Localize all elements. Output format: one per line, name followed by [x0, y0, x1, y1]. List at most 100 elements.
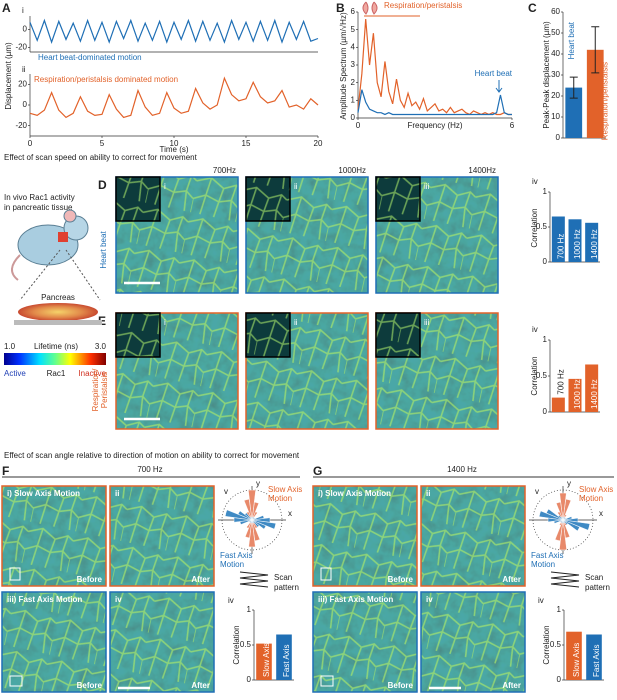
bar-label: 1400 Hz	[590, 379, 599, 409]
y-tick-label: 0.5	[536, 222, 548, 231]
y-tick-label: 1	[247, 605, 252, 614]
micrograph-cells	[313, 486, 417, 586]
image-caption: Before	[388, 681, 414, 690]
rose-petal	[554, 519, 564, 542]
y-tick-label: 0	[351, 113, 356, 122]
panel-letter: B	[336, 1, 345, 15]
inset-frame	[115, 176, 161, 222]
panel-numeral: ii	[22, 65, 26, 74]
y-axis-label: Correlation	[530, 208, 539, 247]
bar-label: 1000 Hz	[573, 379, 582, 409]
y-tick-label: 20	[18, 79, 27, 88]
x-tick-label: 0	[28, 139, 33, 148]
panel-letter: F	[2, 464, 9, 478]
scan-icon	[550, 571, 580, 588]
annotation: Heart beat-dominated motion	[38, 53, 142, 62]
y-tick-label: 1	[351, 95, 356, 104]
micrograph-frame	[312, 485, 418, 587]
bar	[568, 219, 582, 262]
rose-petal	[248, 519, 256, 548]
image-title: iv	[426, 595, 433, 604]
y-tick-label: 0	[247, 675, 252, 684]
rose-petal	[562, 517, 579, 523]
y-tick-label: 0.5	[550, 640, 562, 649]
series-label: Heart beat	[475, 69, 513, 78]
panel-numeral: iv	[538, 596, 544, 605]
y-tick-label: 1	[557, 605, 562, 614]
y-tick-label: -20	[15, 43, 27, 52]
icon	[362, 1, 378, 15]
series-label: Respiration/peristalsis	[384, 1, 462, 10]
y-tick-label: 20	[551, 91, 560, 100]
micrograph-cells	[421, 592, 525, 692]
y-tick-label: 30	[551, 70, 560, 79]
image-title: ii	[426, 489, 430, 498]
rose-petal	[244, 519, 253, 539]
rose-petal	[547, 517, 564, 523]
y-tick-label: 10	[551, 112, 560, 121]
scale-min: 1.0	[4, 342, 16, 351]
bar	[585, 222, 599, 262]
micrograph-cells	[2, 486, 106, 586]
rose-petal	[562, 519, 590, 531]
slow-label: Slow Axis	[268, 485, 302, 494]
section-header: Effect of scan speed on ability to corre…	[4, 153, 198, 162]
side-label: Respiration/	[91, 368, 100, 411]
rose-petal	[243, 498, 253, 521]
bar-label: Slow Axis	[572, 643, 581, 677]
inset-frame	[115, 312, 161, 358]
image-numeral: iii	[424, 318, 430, 327]
speed-header: 700Hz	[213, 166, 236, 175]
panel-numeral: iv	[532, 325, 538, 334]
y-tick-label: 0	[23, 25, 28, 34]
bar	[551, 397, 565, 412]
scan-label: pattern	[274, 583, 299, 592]
x-tick-label: 5	[100, 139, 105, 148]
speed-header: 1000Hz	[338, 166, 366, 175]
inset-cells	[246, 313, 290, 357]
panel-letter: E	[98, 314, 106, 328]
image-title: iv	[115, 595, 122, 604]
section-header: Effect of scan angle relative to directi…	[4, 451, 300, 460]
rose-petal	[559, 492, 567, 521]
bar	[566, 631, 582, 680]
bar-label: Respiration/peristalsis	[600, 62, 609, 140]
scale-inactive: Inactive	[78, 369, 106, 378]
inset-cells	[376, 177, 420, 221]
image-numeral: ii	[294, 318, 298, 327]
y-tick-label: 0	[543, 257, 548, 266]
pancreas	[18, 303, 98, 321]
rose-petal	[251, 519, 276, 530]
micrograph-frame	[420, 485, 526, 587]
scan-icon	[239, 571, 269, 588]
speed-header: 1400Hz	[468, 166, 496, 175]
rose-petal	[251, 519, 267, 530]
roi	[9, 675, 23, 687]
rose-petal	[248, 489, 256, 521]
micrograph-cells	[421, 486, 525, 586]
fast-label: Fast Axis	[531, 551, 563, 560]
inset-frame	[245, 312, 291, 358]
inset-cells	[246, 177, 290, 221]
micrograph-frame	[109, 591, 215, 693]
bar-label: 700 Hz	[556, 369, 565, 394]
inset-cells	[116, 177, 160, 221]
caption: In vivo Rac1 activity	[4, 193, 75, 202]
sub-header: 700 Hz	[137, 465, 162, 474]
error-bar	[569, 76, 578, 99]
axis-letter: x	[599, 509, 603, 518]
y-tick-label: 0	[557, 675, 562, 684]
colorbar	[4, 353, 106, 365]
bar	[568, 378, 582, 412]
rose-petal	[225, 509, 253, 521]
slow-label: Motion	[579, 494, 603, 503]
y-axis-label: Correlation	[530, 356, 539, 395]
bar	[586, 49, 604, 138]
bar-label: Slow Axis	[262, 643, 271, 677]
bar-label: Heart beat	[567, 21, 576, 59]
y-tick-label: 0.5	[536, 371, 548, 380]
panel-numeral: v	[535, 487, 539, 496]
micrograph-frame	[375, 176, 499, 294]
image-caption: Before	[388, 575, 414, 584]
roi	[9, 567, 21, 581]
